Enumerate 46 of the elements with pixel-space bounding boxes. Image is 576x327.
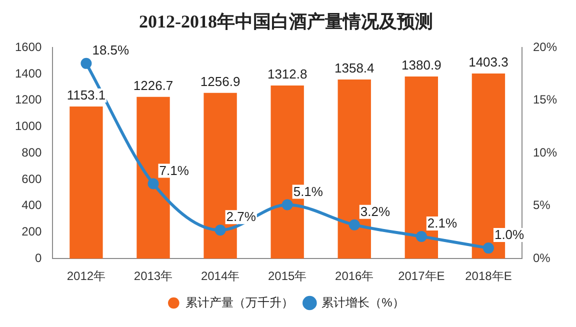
y-tick-label: 1600 [14,40,42,54]
y-tick-label: 400 [22,198,42,212]
y-tick-label: 200 [22,224,42,239]
legend-label: 累计增长（%） [322,295,404,310]
data-label: 1380.9 [402,58,442,73]
y2-tick-label: 10% [532,145,558,160]
y-tick-label: 800 [22,145,42,160]
data-label: 7.1% [159,162,190,178]
data-label: 1.0% [494,227,525,242]
x-tick-label: 2016年 [335,269,374,284]
bar [70,106,103,259]
point [416,230,427,242]
data-label: 1226.7 [133,78,174,93]
point [348,219,360,230]
data-label: 1358.4 [334,60,374,76]
y-tick-label: 1400 [14,66,42,80]
x-tick-label: 2017年E [398,269,445,284]
x-tick-label: 2014年 [200,269,240,284]
data-label: 2.7% [226,209,256,224]
y-tick-label: 1000 [14,119,42,134]
data-label: 1403.3 [468,54,508,70]
data-label: 1256.9 [200,74,240,89]
y2-tick-label: 15% [532,92,558,107]
data-label: 2.1% [427,216,458,231]
y2-tick-label: 5% [532,198,551,212]
point [482,242,494,254]
x-tick-label: 2018年E [465,269,512,284]
point [214,224,226,236]
point [282,199,293,210]
point [80,58,92,69]
chart-title: 2012-2018年中国白酒产量情况及预测 [139,11,433,32]
data-label: 18.5% [92,42,130,58]
data-label: 3.2% [360,204,390,219]
y-tick-label: 0 [35,250,42,265]
data-label: 1312.8 [267,66,308,82]
y2-tick-label: 20% [532,40,558,54]
data-label: 1153.1 [66,88,106,103]
y-tick-label: 600 [22,172,42,186]
y2-tick-label: 0% [532,250,551,265]
x-tick-label: 2012年 [66,269,106,284]
data-label: 5.1% [293,184,324,199]
legend-label: 累计产量（万千升） [186,295,294,310]
x-tick-label: 2013年 [134,269,173,284]
point [148,178,159,190]
y-tick-label: 1200 [14,92,42,107]
x-tick-label: 2015年 [268,269,307,284]
